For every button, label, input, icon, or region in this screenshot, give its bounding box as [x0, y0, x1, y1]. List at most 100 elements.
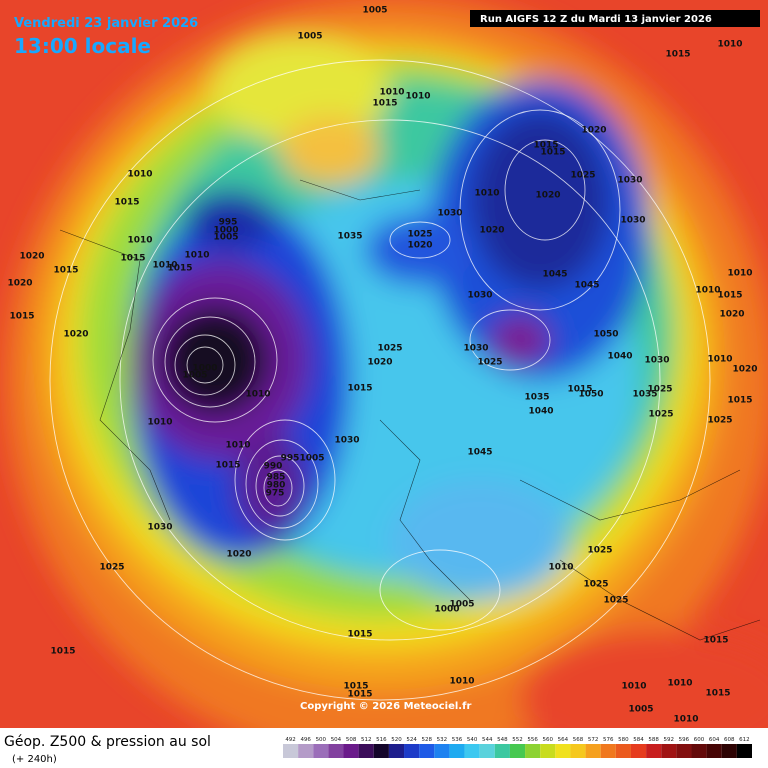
isobar-label: 1020: [719, 310, 744, 320]
colorbar-label: 604: [709, 737, 720, 743]
geopotential-field: [5, 0, 768, 768]
isobar-label: 1015: [50, 647, 75, 657]
isobar-label: 1030: [644, 356, 669, 366]
isobar-label: 1025: [648, 410, 673, 420]
colorbar-swatch: [479, 744, 495, 758]
colorbar-swatch: [736, 744, 752, 758]
colorbar-label: 532: [437, 737, 448, 743]
isobar-label: 1015: [114, 198, 139, 208]
isobar-label: 1005: [297, 32, 322, 42]
isobar-label: 1035: [632, 390, 657, 400]
isobar-label: 1030: [334, 436, 359, 446]
colorbar-swatch: [373, 744, 389, 758]
colorbar-label: 512: [361, 737, 372, 743]
isobar-label: 1005: [628, 705, 653, 715]
isobar-label: 1020: [581, 126, 606, 136]
colorbar-label: 508: [346, 737, 357, 743]
isobar-labels: 1005100510151010101010151010102010151015…: [7, 6, 757, 725]
colorbar-swatch: [661, 744, 677, 758]
colorbar-swatch: [358, 744, 374, 758]
isobar-label: 1045: [467, 448, 492, 458]
colorbar-swatch: [676, 744, 692, 758]
isobar-label: 1010: [245, 390, 270, 400]
colorbar-label: 548: [497, 737, 508, 743]
isobar-label: 995: [281, 454, 300, 464]
colorbar-swatch: [283, 744, 299, 758]
isobar-label: 1015: [665, 50, 690, 60]
colorbar-swatch: [494, 744, 510, 758]
colorbar-swatch: [298, 744, 314, 758]
isobar-label: 1005: [213, 233, 238, 243]
isobar-label: 1005: [182, 371, 207, 381]
isobar-label: 1025: [477, 358, 502, 368]
copyright: Copyright © 2026 Meteociel.fr: [300, 701, 471, 712]
isobar-label: 1020: [535, 191, 560, 201]
isobar-label: 1015: [705, 689, 730, 699]
colorbar-swatch: [721, 744, 737, 758]
colorbar-label: 516: [376, 737, 387, 743]
colorbar-label: 580: [618, 737, 629, 743]
isobar-label: 1015: [540, 148, 565, 158]
isobar-label: 1020: [367, 358, 392, 368]
isobar-label: 1010: [695, 286, 720, 296]
colorbar-label: 556: [527, 737, 538, 743]
isobar-label: 1035: [337, 232, 362, 242]
isobar-label: 1015: [372, 99, 397, 109]
colorbar-swatch: [464, 744, 480, 758]
isobar-label: 1025: [707, 416, 732, 426]
isobar-label: 1015: [717, 291, 742, 301]
isobar-label: 1015: [167, 264, 192, 274]
isobar-label: 1005: [299, 454, 324, 464]
isobar-label: 1015: [215, 461, 240, 471]
isobar-label: 1000: [434, 605, 459, 615]
colorbar-label: 552: [512, 737, 523, 743]
isobar-label: 1025: [647, 385, 672, 395]
isobar-label: 1020: [63, 330, 88, 340]
isobar-label: 980: [267, 481, 286, 491]
colorbar-swatch: [585, 744, 601, 758]
colorbar-swatch: [615, 744, 631, 758]
isobar-label: 1025: [587, 546, 612, 556]
isobar-label: 1030: [437, 209, 462, 219]
isobar-label: 1020: [732, 365, 757, 375]
colorbar-label: 596: [679, 737, 690, 743]
isobar-label: 1010: [127, 170, 152, 180]
colorbar-swatch: [555, 744, 571, 758]
isobars: [49, 59, 711, 701]
isobar-label: 1025: [377, 344, 402, 354]
isobar-label: 1030: [147, 523, 172, 533]
isobar-label: 1010: [717, 40, 742, 50]
isobar-label: 1025: [603, 596, 628, 606]
run-text: Run AIGFS 12 Z du Mardi 13 janvier 2026: [480, 14, 712, 25]
isobar-label: 1010: [673, 715, 698, 725]
colorbar-label: 500: [316, 737, 327, 743]
isobar-label: 1020: [7, 279, 32, 289]
isobar-label: 1010: [184, 251, 209, 261]
isobar-label: 1005: [362, 6, 387, 16]
isobar-label: 1015: [53, 266, 78, 276]
colorbar-swatch: [434, 744, 450, 758]
colorbar-swatch: [419, 744, 435, 758]
colorbar-swatch: [313, 744, 329, 758]
isobar-label: 1010: [405, 92, 430, 102]
isobar-label: 1030: [463, 344, 488, 354]
isobar-label: 1050: [578, 390, 603, 400]
isobar-label: 1010: [147, 418, 172, 428]
isobar-label: 1015: [120, 254, 145, 264]
colorbar-label: 564: [558, 737, 569, 743]
isobar-label: 1030: [620, 216, 645, 226]
colorbar-swatch: [691, 744, 707, 758]
isobar-label: 1010: [127, 236, 152, 246]
isobar-label: 1010: [667, 679, 692, 689]
isobar-label: 1025: [407, 230, 432, 240]
colorbar-swatch: [570, 744, 586, 758]
footer-title: Géop. Z500 & pression au sol: [4, 734, 211, 750]
colorbar-swatch: [600, 744, 616, 758]
isobar-label: 1025: [583, 580, 608, 590]
isobar-label: 1015: [347, 690, 372, 700]
colorbar: 492 496 500 504 508 512 516 520 524 528 532 536 540 5…: [283, 737, 752, 758]
isobar-label: 975: [266, 489, 285, 499]
footer-lead: (+ 240h): [12, 754, 57, 765]
colorbar-label: 568: [573, 737, 584, 743]
isobar-label: 1020: [407, 241, 432, 251]
